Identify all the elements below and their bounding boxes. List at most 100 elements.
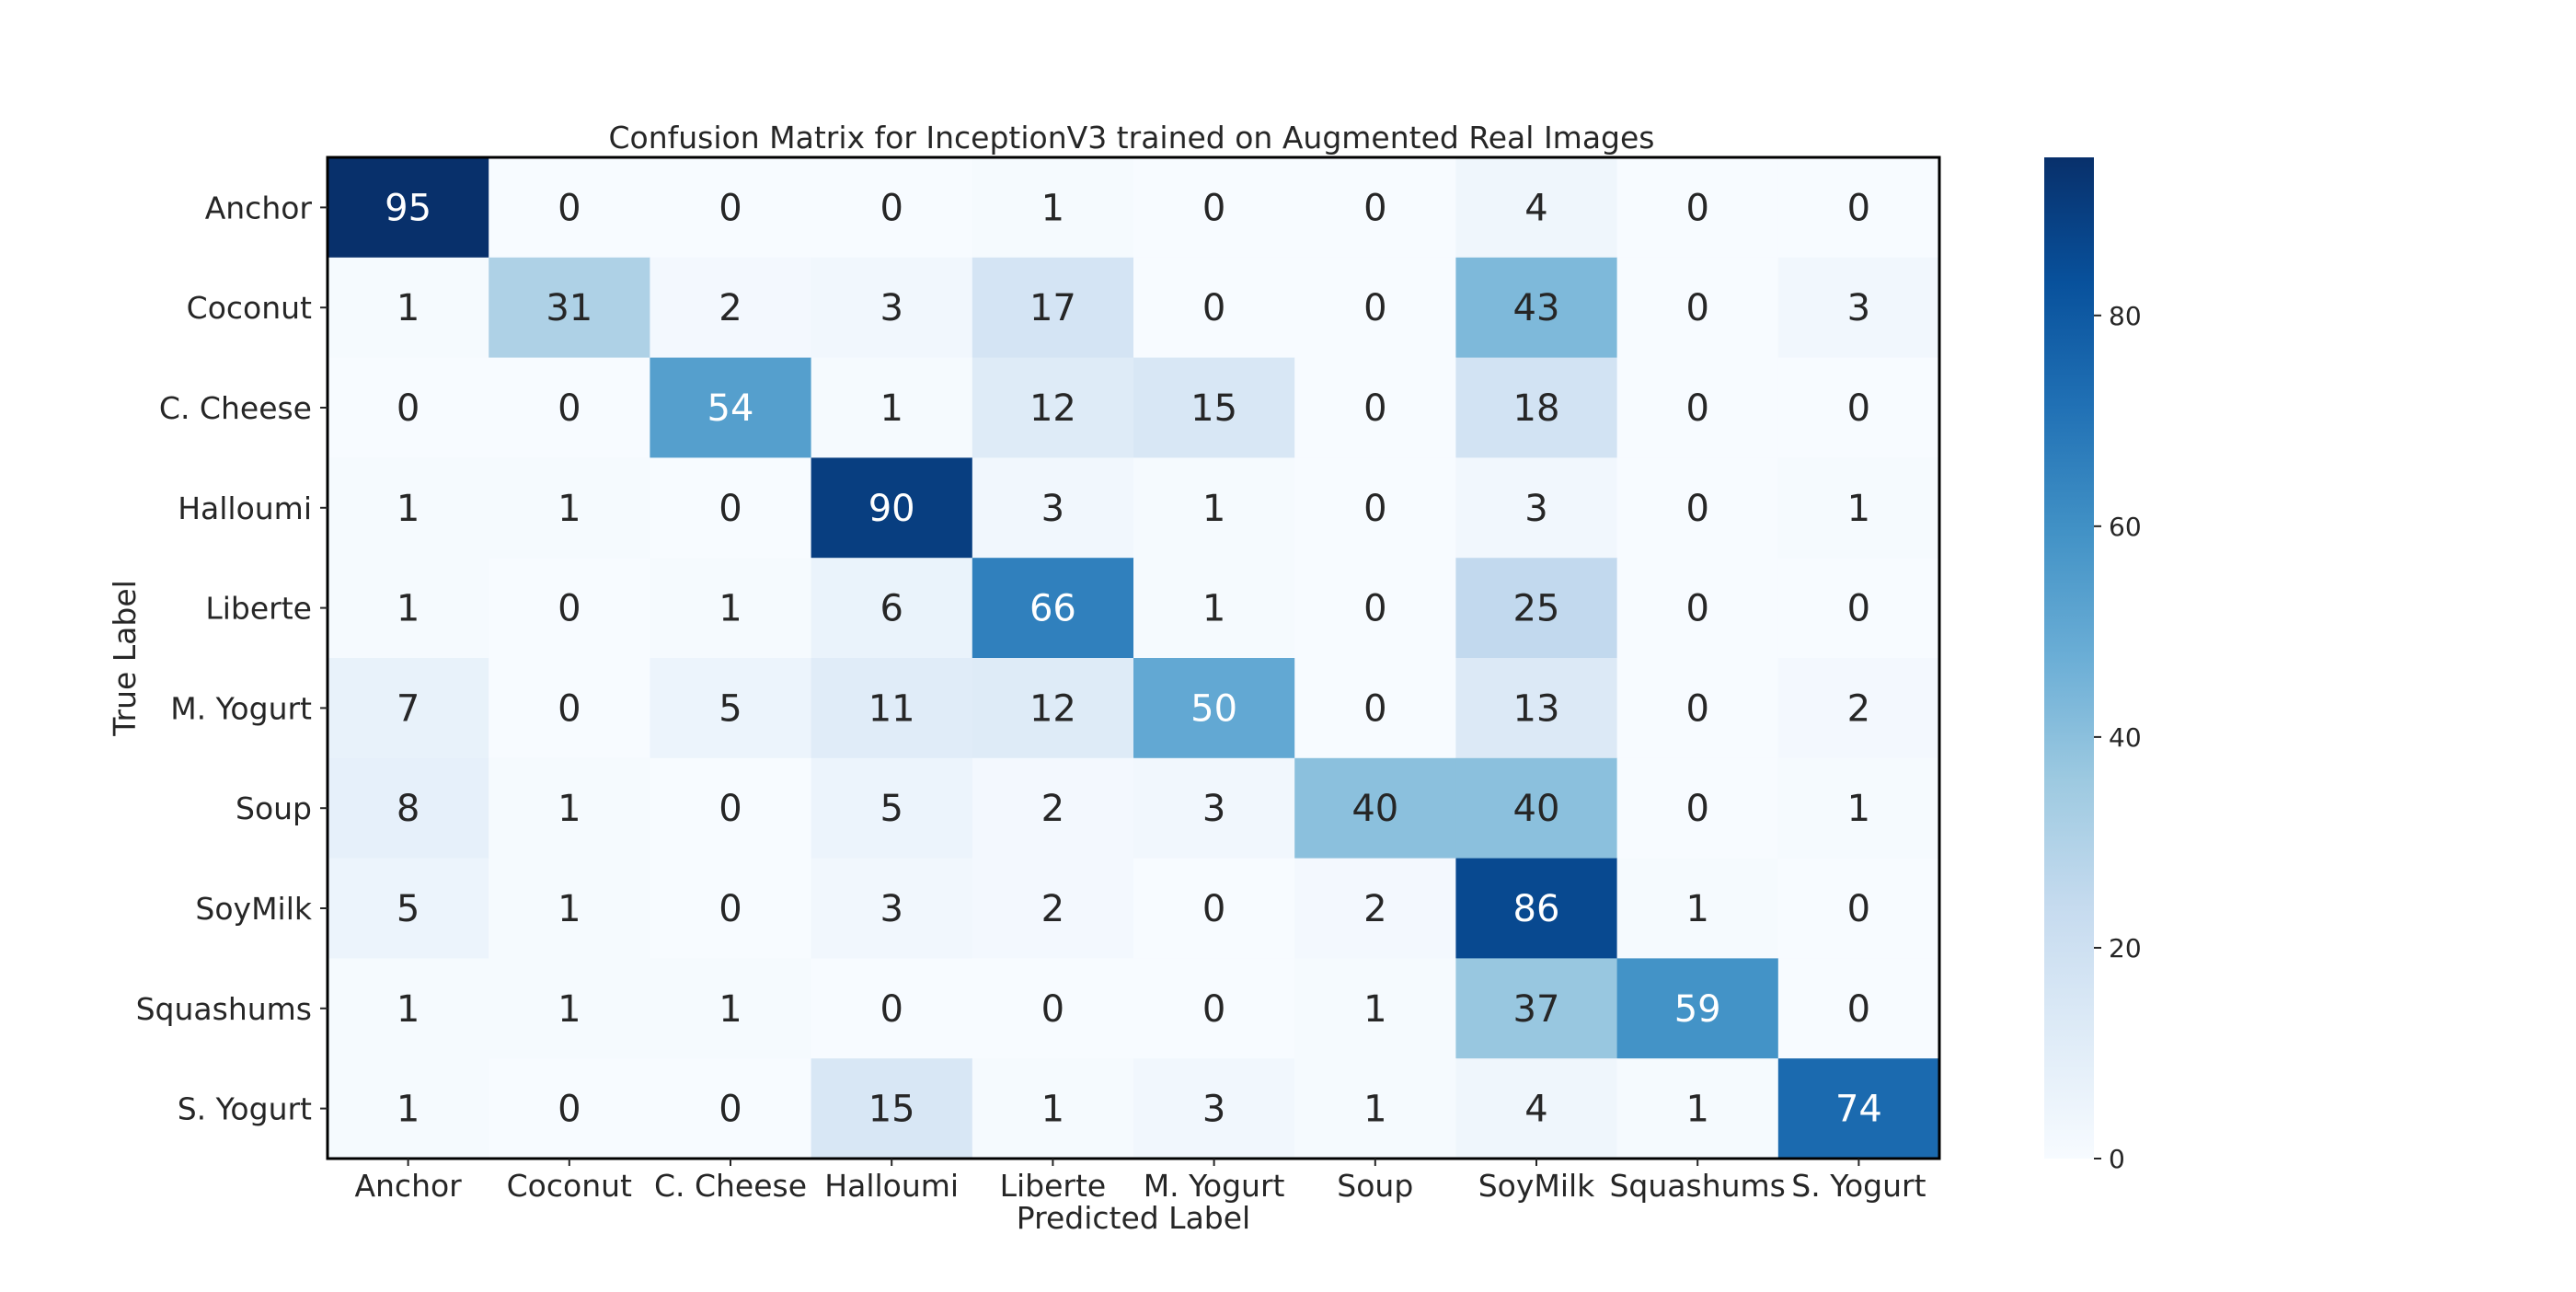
cell-value-label: 0: [1202, 287, 1225, 329]
cell-value-label: 43: [1513, 287, 1560, 329]
cell-value-label: 3: [1202, 788, 1225, 830]
cell-value-label: 0: [397, 387, 420, 430]
heatmap-cell: [650, 858, 812, 959]
heatmap-cell: [328, 958, 489, 1059]
cell-value-label: 0: [1847, 988, 1870, 1031]
heatmap-cell: [972, 558, 1134, 659]
cell-value-label: 0: [558, 588, 581, 630]
heatmap-cell: [1455, 457, 1618, 559]
cell-value-label: 13: [1513, 687, 1560, 730]
x-tick-label: SoyMilk: [1478, 1168, 1595, 1204]
heatmap-cell: [1455, 357, 1618, 458]
y-tick-label: Squashums: [136, 991, 312, 1027]
cell-value-label: 1: [1847, 488, 1870, 530]
cell-value-label: 0: [719, 788, 742, 830]
cell-value-label: 1: [1685, 888, 1708, 930]
cell-value-label: 0: [1685, 488, 1708, 530]
cell-value-label: 1: [1685, 1089, 1708, 1131]
heatmap-cell: [328, 757, 489, 859]
heatmap-cell: [972, 357, 1134, 458]
x-axis-label: Predicted Label: [1017, 1200, 1250, 1236]
cell-value-label: 3: [1041, 488, 1064, 530]
heatmap-cell: [1294, 757, 1456, 859]
y-tick-label: Halloumi: [178, 490, 312, 526]
heatmap-cell: [1133, 157, 1295, 259]
plot-frame: [326, 156, 1941, 1160]
cell-value-label: 95: [385, 187, 431, 229]
heatmap-cell: [650, 457, 812, 559]
heatmap-cell: [1777, 1058, 1940, 1159]
heatmap-cell: [1133, 858, 1295, 959]
cell-value-label: 74: [1835, 1089, 1882, 1131]
y-tick-label: Soup: [236, 790, 312, 826]
heatmap-cell: [489, 1058, 650, 1159]
heatmap-cell: [1294, 157, 1456, 259]
heatmap-cell: [489, 157, 650, 259]
cell-value-label: 37: [1513, 988, 1560, 1031]
cell-value-label: 1: [1363, 1089, 1386, 1131]
heatmap-cell: [811, 157, 973, 259]
heatmap-cell: [1455, 658, 1618, 759]
heatmap-cell: [1777, 357, 1940, 458]
heatmap-cell: [328, 858, 489, 959]
heatmap-cell: [1455, 257, 1618, 359]
heatmap-cell: [972, 858, 1134, 959]
colorbar-tick-label: 80: [2109, 301, 2142, 331]
cell-value-label: 15: [1190, 387, 1237, 430]
heatmap-cell: [972, 1058, 1134, 1159]
y-tick-label: C. Cheese: [159, 390, 312, 426]
cell-value-label: 0: [1685, 588, 1708, 630]
cell-value-label: 0: [1202, 187, 1225, 229]
heatmap-cell: [650, 958, 812, 1059]
cell-value-label: 2: [1041, 888, 1064, 930]
heatmap-cell: [811, 558, 973, 659]
cell-value-label: 0: [1685, 187, 1708, 229]
heatmap-cell: [811, 1058, 973, 1159]
chart-title: Confusion Matrix for InceptionV3 trained…: [608, 120, 1654, 156]
heatmap-cell: [489, 757, 650, 859]
heatmap-cell: [1777, 958, 1940, 1059]
cell-value-labels: 95 0 0 0 1 0 0 4 0 01 31 2 3 17 0 0 43 0 30 0 54 1 12 15 0 18 0 01 1…: [385, 187, 1882, 1130]
heatmap-cell: [650, 558, 812, 659]
heatmap-cell: [1294, 257, 1456, 359]
cell-value-label: 0: [1041, 988, 1064, 1031]
cell-value-label: 86: [1513, 888, 1560, 930]
y-tick-label: Liberte: [205, 591, 312, 627]
cell-value-label: 2: [1041, 788, 1064, 830]
heatmap-cells: [328, 157, 1940, 1159]
x-tick-label: Anchor: [354, 1168, 462, 1204]
cell-value-label: 1: [397, 588, 420, 630]
heatmap-cell: [811, 757, 973, 859]
cell-value-label: 3: [1202, 1089, 1225, 1131]
heatmap-cell: [1455, 858, 1618, 959]
x-tick-label: S. Yogurt: [1791, 1168, 1926, 1204]
cell-value-label: 1: [1363, 988, 1386, 1031]
cell-value-label: 5: [880, 788, 903, 830]
cell-value-label: 0: [558, 387, 581, 430]
cell-value-label: 6: [880, 588, 903, 630]
cell-value-label: 1: [397, 1089, 420, 1131]
heatmap-cell: [650, 1058, 812, 1159]
cell-value-label: 5: [397, 888, 420, 930]
x-tick-labels: Anchor Coconut C. Cheese Halloumi Liberte M. …: [354, 1159, 1926, 1204]
cell-value-label: 0: [1363, 387, 1386, 430]
heatmap-cell: [1133, 357, 1295, 458]
heatmap-cell: [1455, 958, 1618, 1059]
colorbar-tick-label: 40: [2109, 722, 2142, 753]
heatmap-cell: [1133, 958, 1295, 1059]
heatmap-cell: [1294, 1058, 1456, 1159]
heatmap-cell: [328, 1058, 489, 1159]
x-tick-label: Squashums: [1609, 1168, 1785, 1204]
cell-value-label: 0: [1685, 687, 1708, 730]
cell-value-label: 40: [1513, 788, 1560, 830]
cell-value-label: 1: [558, 988, 581, 1031]
cell-value-label: 11: [868, 687, 915, 730]
heatmap-cell: [328, 257, 489, 359]
cell-value-label: 3: [1847, 287, 1870, 329]
cell-value-label: 8: [397, 788, 420, 830]
heatmap-cell: [1294, 457, 1456, 559]
cell-value-label: 17: [1029, 287, 1076, 329]
cell-value-label: 1: [397, 287, 420, 329]
cell-value-label: 5: [719, 687, 742, 730]
heatmap-cell: [650, 357, 812, 458]
